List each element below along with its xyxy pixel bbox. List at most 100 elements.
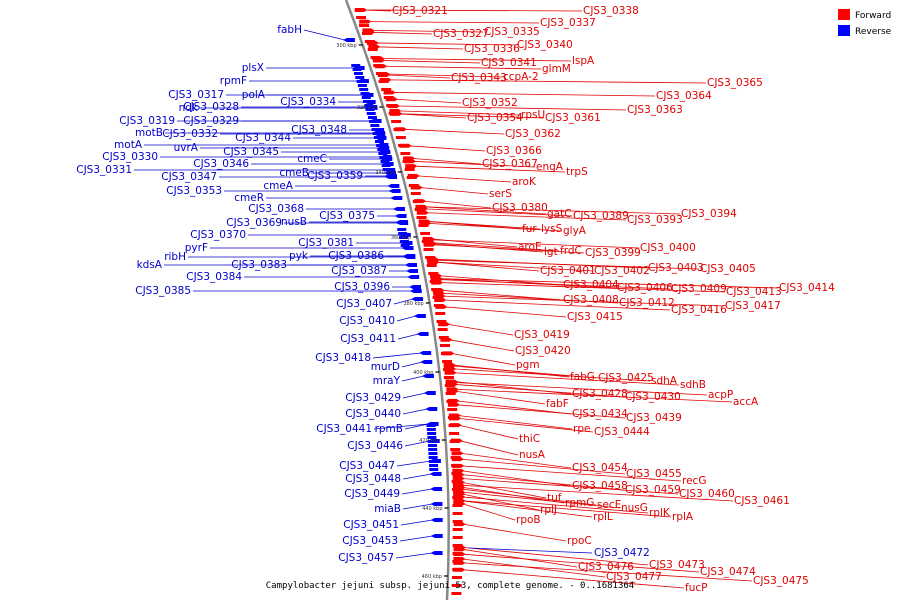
gene-label-reverse[interactable]: nusB: [281, 216, 307, 228]
gene-feature-forward[interactable]: [451, 451, 464, 456]
gene-feature-forward[interactable]: [434, 298, 447, 303]
gene-label-reverse[interactable]: CJS3_0317: [168, 89, 224, 101]
gene-feature-forward[interactable]: [416, 210, 429, 215]
gene-label-forward[interactable]: CJS3_0343: [451, 72, 507, 84]
gene-feature-forward[interactable]: [452, 476, 465, 481]
gene-label-reverse[interactable]: CJS3_0381: [298, 237, 354, 249]
gene-feature-forward[interactable]: [452, 468, 465, 473]
gene-label-reverse[interactable]: CJS3_0370: [190, 229, 246, 241]
gene-label-forward[interactable]: CJS3_0419: [514, 329, 570, 341]
gene-feature-forward[interactable]: [359, 19, 372, 24]
gene-label-forward[interactable]: CJS3_0476: [578, 561, 634, 573]
gene-label-reverse[interactable]: CJS3_0453: [342, 535, 398, 547]
gene-label-reverse[interactable]: fabH: [277, 24, 302, 36]
gene-label-forward[interactable]: CJS3_0417: [725, 300, 781, 312]
gene-label-reverse[interactable]: miaB: [374, 503, 401, 515]
gene-label-reverse[interactable]: CJS3_0334: [280, 96, 336, 108]
gene-label-forward[interactable]: rpmG: [565, 497, 594, 509]
gene-feature-reverse[interactable]: [423, 391, 436, 395]
gene-label-forward[interactable]: CJS3_0362: [505, 128, 561, 140]
gene-label-reverse[interactable]: ribH: [164, 251, 186, 263]
gene-feature-reverse[interactable]: [404, 263, 417, 267]
gene-label-forward[interactable]: CJS3_0352: [462, 97, 518, 109]
gene-feature-reverse[interactable]: [384, 174, 397, 178]
gene-feature-reverse[interactable]: [409, 285, 422, 289]
gene-label-forward[interactable]: CJS3_0461: [734, 495, 790, 507]
gene-label-forward[interactable]: CJS3_0412: [619, 297, 675, 309]
gene-label-forward[interactable]: fur: [522, 223, 537, 235]
gene-label-forward[interactable]: CJS3_0477: [606, 571, 662, 583]
gene-feature-forward[interactable]: [453, 492, 466, 497]
gene-label-reverse[interactable]: CJS3_0328: [183, 101, 239, 113]
gene-label-forward[interactable]: CJS3_0473: [649, 559, 705, 571]
gene-feature-reverse[interactable]: [430, 534, 443, 538]
gene-label-reverse[interactable]: murD: [371, 361, 400, 373]
gene-label-forward[interactable]: CJS3_0399: [585, 247, 641, 259]
gene-feature-reverse[interactable]: [425, 407, 438, 411]
gene-label-reverse[interactable]: CJS3_0449: [344, 488, 400, 500]
gene-label-reverse[interactable]: CJS3_0348: [291, 124, 347, 136]
gene-label-forward[interactable]: lysS: [541, 223, 563, 235]
gene-label-reverse[interactable]: CJS3_0332: [162, 128, 218, 140]
gene-label-reverse[interactable]: CJS3_0387: [331, 265, 387, 277]
gene-label-reverse[interactable]: CJS3_0472: [594, 547, 650, 559]
gene-label-forward[interactable]: CJS3_0336: [464, 43, 520, 55]
gene-feature-forward[interactable]: [453, 522, 466, 527]
gene-label-forward[interactable]: CJS3_0425: [598, 372, 654, 384]
gene-label-reverse[interactable]: CJS3_0329: [183, 115, 239, 127]
gene-label-reverse[interactable]: ndk: [179, 102, 199, 114]
gene-label-forward[interactable]: CJS3_0341: [481, 57, 537, 69]
gene-feature-reverse[interactable]: [394, 214, 407, 218]
gene-label-forward[interactable]: CJS3_0400: [640, 242, 696, 254]
gene-label-forward[interactable]: rpoB: [516, 514, 541, 526]
gene-feature-reverse[interactable]: [392, 207, 405, 211]
gene-feature-reverse[interactable]: [420, 360, 433, 364]
gene-label-forward[interactable]: engA: [536, 161, 564, 173]
gene-feature-reverse[interactable]: [416, 332, 429, 336]
gene-label-forward[interactable]: CJS3_0340: [517, 39, 573, 51]
gene-label-forward[interactable]: CJS3_0459: [625, 484, 681, 496]
gene-label-forward[interactable]: fabF: [546, 398, 569, 410]
gene-label-reverse[interactable]: CJS3_0385: [135, 285, 191, 297]
gene-label-reverse[interactable]: CJS3_0448: [345, 473, 401, 485]
gene-label-forward[interactable]: tuf: [547, 492, 562, 504]
gene-label-reverse[interactable]: CJS3_0446: [347, 440, 403, 452]
gene-label-reverse[interactable]: CJS3_0418: [315, 352, 371, 364]
gene-label-reverse[interactable]: CJS3_0383: [231, 259, 287, 271]
gene-label-forward[interactable]: glyA: [563, 225, 587, 237]
gene-label-reverse[interactable]: CJS3_0368: [248, 203, 304, 215]
gene-label-reverse[interactable]: CJS3_0451: [343, 519, 399, 531]
gene-label-forward[interactable]: CJS3_0455: [626, 468, 682, 480]
gene-label-forward[interactable]: CJS3_0366: [486, 145, 542, 157]
gene-label-reverse[interactable]: cmeC: [297, 153, 327, 165]
gene-label-forward[interactable]: CJS3_0414: [779, 282, 835, 294]
gene-label-forward[interactable]: trpS: [566, 166, 588, 178]
gene-feature-reverse[interactable]: [413, 314, 426, 318]
gene-label-reverse[interactable]: polA: [242, 89, 266, 101]
gene-label-reverse[interactable]: CJS3_0331: [76, 164, 132, 176]
gene-label-forward[interactable]: sdhA: [651, 375, 678, 387]
gene-label-reverse[interactable]: CJS3_0319: [119, 115, 175, 127]
gene-label-forward[interactable]: CJS3_0454: [572, 462, 628, 474]
gene-label-reverse[interactable]: CJS3_0457: [338, 552, 394, 564]
gene-label-forward[interactable]: serS: [489, 188, 512, 200]
gene-label-forward[interactable]: thiC: [519, 433, 540, 445]
gene-feature-forward[interactable]: [373, 58, 386, 63]
gene-feature-reverse[interactable]: [429, 472, 442, 476]
gene-label-forward[interactable]: CJS3_0439: [626, 412, 682, 424]
gene-label-reverse[interactable]: cmeB: [279, 167, 309, 179]
gene-label-forward[interactable]: CJS3_0338: [583, 5, 639, 17]
gene-feature-forward[interactable]: [362, 28, 375, 33]
gene-label-reverse[interactable]: CJS3_0345: [223, 146, 279, 158]
gene-label-reverse[interactable]: CJS3_0346: [193, 158, 249, 170]
gene-label-forward[interactable]: CJS3_0474: [700, 566, 756, 578]
gene-label-reverse[interactable]: CJS3_0441: [316, 423, 372, 435]
gene-label-forward[interactable]: recG: [682, 475, 706, 487]
gene-label-forward[interactable]: aroE: [518, 241, 542, 253]
gene-label-reverse[interactable]: rpmF: [220, 75, 247, 87]
gene-label-forward[interactable]: rplK: [649, 507, 671, 519]
gene-feature-reverse[interactable]: [387, 184, 400, 188]
gene-label-reverse[interactable]: rpmB: [375, 423, 403, 435]
gene-label-forward[interactable]: CJS3_0416: [671, 304, 727, 316]
gene-label-forward[interactable]: rplL: [593, 511, 613, 523]
